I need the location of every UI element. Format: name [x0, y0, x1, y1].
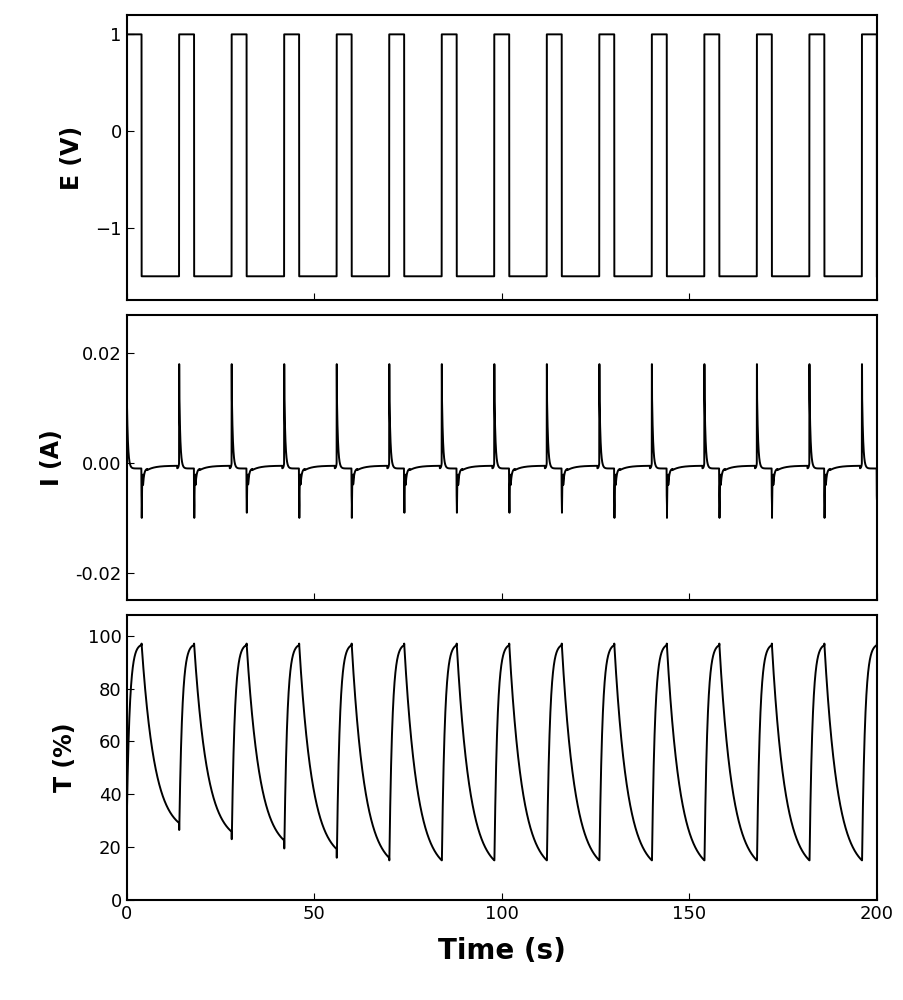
Y-axis label: E (V): E (V) — [60, 126, 84, 190]
Y-axis label: T (%): T (%) — [52, 723, 77, 792]
X-axis label: Time (s): Time (s) — [437, 937, 565, 965]
Y-axis label: I (A): I (A) — [41, 429, 64, 486]
